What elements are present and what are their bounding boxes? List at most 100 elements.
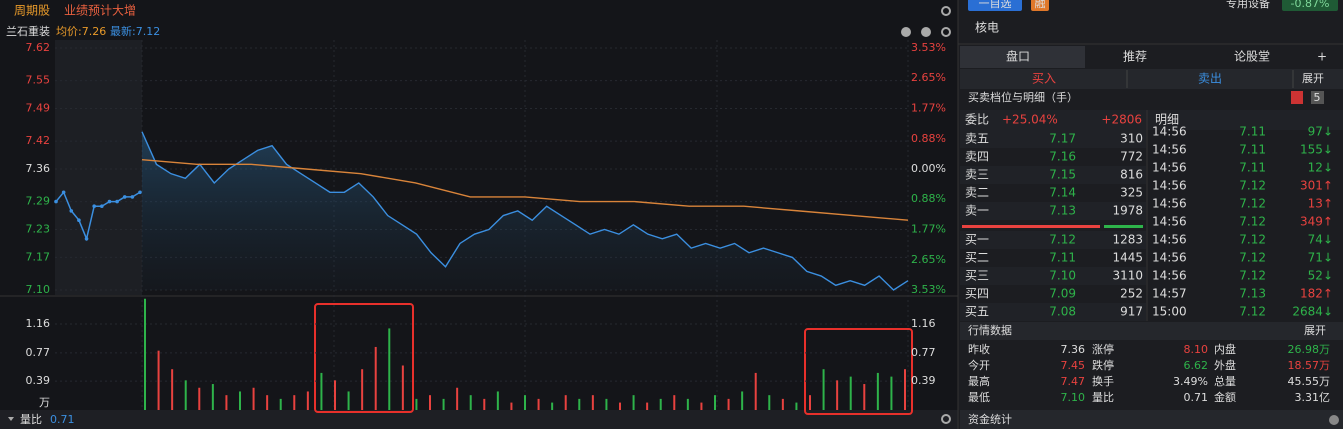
tick-price: 7.12 [1239,269,1266,283]
volume-bar [822,369,825,410]
level-price: 7.17 [1049,132,1076,146]
tag[interactable]: 周期股 [14,4,50,18]
volume-bar [890,376,893,410]
level-volume: 1445 [1112,251,1143,265]
volume-bar [768,395,771,410]
sector[interactable]: 专用设备 [1226,0,1270,10]
zoom-out-icon[interactable] [921,27,931,37]
tick-volume: 13↑ [1308,197,1333,211]
volume-bar [442,398,445,410]
tick-price: 7.12 [1239,215,1266,229]
buy-button[interactable]: 买入 [1032,72,1056,86]
concept[interactable]: 核电 [975,21,999,35]
settings-icon[interactable] [941,27,951,37]
y2-tick-label: 1.77% [911,101,946,114]
volume-bar [537,398,540,410]
tick-price: 7.13 [1239,287,1266,301]
level: 卖五 [965,132,989,146]
stat-value: 7.47 [1061,375,1086,388]
tick-price: 7.12 [1239,305,1266,319]
volume-bar [415,398,418,410]
highlight-box [804,328,913,415]
level: 买五 [965,305,989,319]
volume-bar [293,395,296,410]
stock-name: 兰石重装 [6,24,50,38]
dropdown-icon[interactable] [8,417,14,421]
stat-value: 3.31亿 [1295,391,1331,404]
volume-bar [510,402,513,410]
volume-bar [673,395,676,410]
expand-button[interactable]: 展开 [1302,72,1324,85]
vol-tick-label: 1.16 [26,317,51,330]
y-tick-label: 7.10 [26,283,51,296]
volume-bar [429,395,431,410]
tab[interactable]: 论股堂 [1234,50,1270,64]
tab[interactable]: 盘口 [1006,49,1030,64]
volume-bar [211,384,214,410]
premarket-point [69,209,74,213]
expand-button[interactable]: 展开 [1304,324,1326,337]
vol-tick-label: 0.77 [26,346,51,359]
tick-volume: 71↓ [1308,251,1333,265]
watch-button[interactable] [968,0,1022,11]
vol-tick-label: 1.16 [911,317,936,330]
level: 卖一 [965,204,989,218]
badge[interactable] [1311,91,1324,104]
depth-badge[interactable]: 5 [1314,91,1321,104]
stat-value: 3.49% [1173,375,1208,388]
level-price: 7.12 [1049,233,1076,247]
tick-time: 14:57 [1152,287,1187,301]
level: 卖四 [965,150,989,164]
y2-tick-label: 0.00% [911,162,946,175]
settings-icon[interactable] [941,6,951,16]
sell-button[interactable]: 卖出 [1198,72,1222,86]
volume-bar [361,369,364,410]
vol-tick-label: 0.39 [26,374,51,387]
volume-bar [619,402,621,410]
stat-label: 内盘 [1214,342,1236,356]
badge-label: 融 [1035,0,1046,10]
tick-time: 14:56 [1152,215,1187,229]
premarket-point [122,195,127,199]
level: 卖三 [965,168,989,182]
fund-stats[interactable]: 资金统计 [968,412,1012,426]
stats-title: 行情数据 [968,323,1012,337]
y-tick-label: 7.42 [26,134,51,147]
icon[interactable] [1291,91,1303,104]
bottom-bar [0,410,958,429]
price-line [141,158,909,221]
y2-tick-label: 2.65% [911,253,946,266]
row-bg [960,166,1146,184]
stat-label: 量比 [1092,391,1114,404]
sector-change: -0.87% [1291,0,1330,10]
volume-bar [836,380,839,410]
tag[interactable]: 业绩预计大增 [64,4,136,18]
y-tick-label: 7.49 [26,102,51,115]
level-volume: 1283 [1112,233,1143,247]
settings-icon[interactable] [941,414,951,424]
tick-volume: 52↓ [1308,269,1333,283]
tick-time: 14:56 [1152,197,1187,211]
level-volume: 1978 [1112,204,1143,218]
volume-bar [727,398,730,410]
stat-value: 0.71 [1184,391,1209,404]
stat-value: 6.62 [1184,359,1209,372]
y2-tick-label: 0.88% [911,192,946,205]
y-tick-label: 7.55 [26,74,51,87]
volume-bar [795,402,798,410]
y2-tick-label: 2.65% [911,71,946,84]
tab[interactable]: + [1317,50,1327,64]
stat-label: 昨收 [968,342,990,356]
info-icon[interactable] [1329,415,1339,425]
stat-label: 外盘 [1214,358,1236,372]
tab[interactable]: 推荐 [1123,50,1147,64]
tick-price: 7.11 [1239,143,1266,157]
tick-volume: 97↓ [1308,125,1333,139]
watch-button-label[interactable]: 一自选 [979,0,1012,10]
last-price: 最新:7.12 [110,24,160,38]
stat-label: 最高 [968,374,990,388]
volume-bar [469,395,472,410]
zoom-in-icon[interactable] [901,27,911,37]
volume-bar [279,398,282,410]
